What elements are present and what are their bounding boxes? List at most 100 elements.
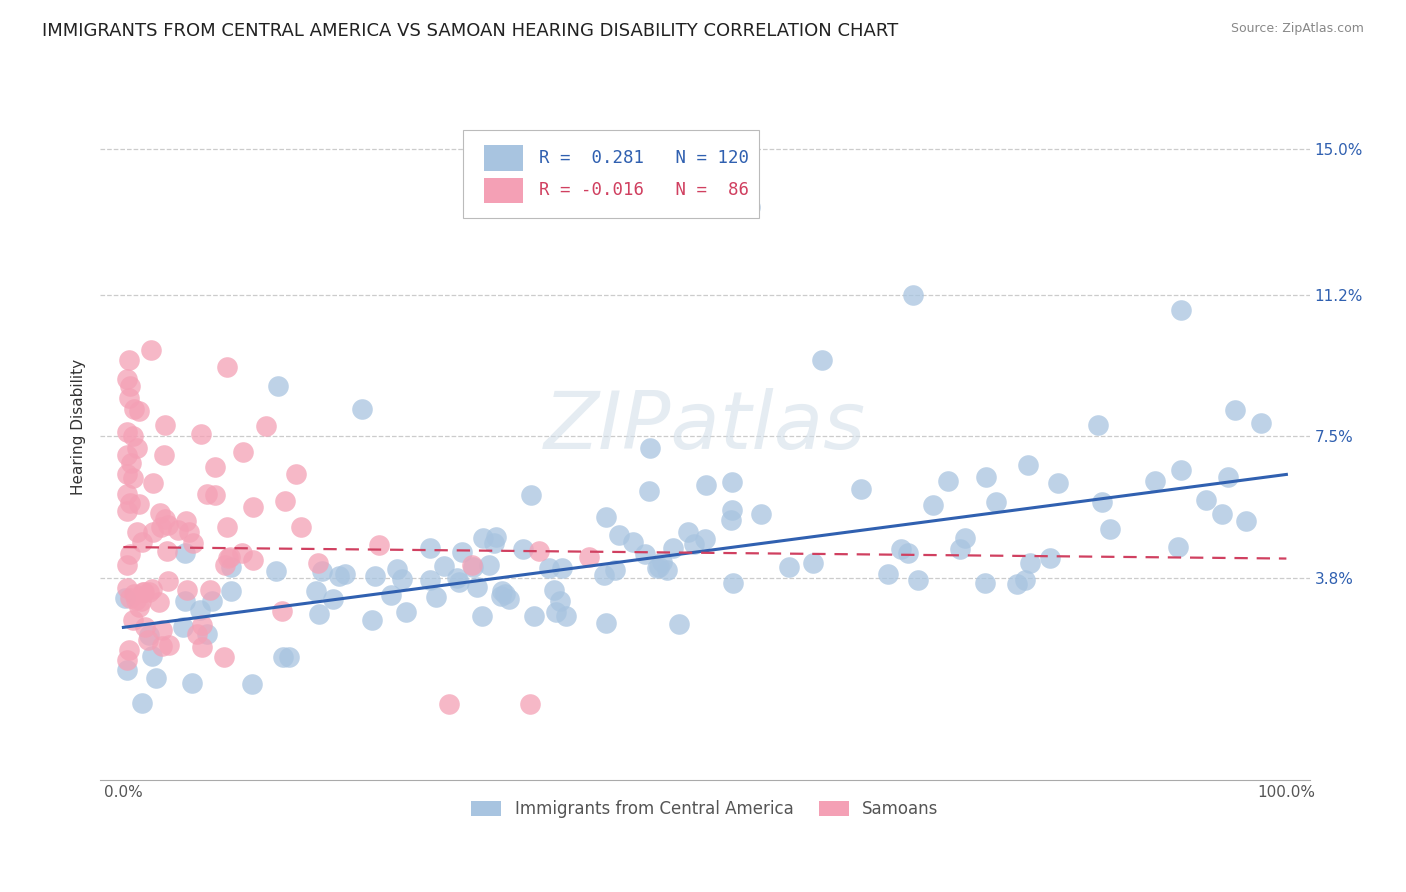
Point — [1144, 474, 1167, 488]
Point — [186, 627, 208, 641]
Point — [491, 584, 513, 599]
Point — [138, 628, 160, 642]
Point — [132, 584, 155, 599]
Point — [120, 547, 142, 561]
Point — [633, 547, 655, 561]
Point — [150, 640, 173, 654]
Point — [446, 571, 468, 585]
Point — [115, 664, 138, 678]
Point — [953, 532, 976, 546]
Point — [138, 585, 160, 599]
Point — [201, 593, 224, 607]
Point — [974, 575, 997, 590]
Point — [437, 697, 460, 711]
Point — [122, 587, 145, 601]
Point — [129, 594, 152, 608]
Point — [849, 482, 872, 496]
Point — [134, 620, 156, 634]
Point — [127, 524, 149, 539]
Point — [115, 581, 138, 595]
Point — [333, 566, 356, 581]
Text: R =  0.281   N = 120: R = 0.281 N = 120 — [538, 149, 749, 167]
Point — [242, 500, 264, 515]
Point — [527, 543, 550, 558]
Point — [485, 530, 508, 544]
Point — [307, 556, 329, 570]
Point — [139, 343, 162, 358]
Point — [150, 519, 173, 533]
Text: IMMIGRANTS FROM CENTRAL AMERICA VS SAMOAN HEARING DISABILITY CORRELATION CHART: IMMIGRANTS FROM CENTRAL AMERICA VS SAMOA… — [42, 22, 898, 40]
Point — [264, 564, 287, 578]
Point — [498, 592, 520, 607]
Point — [278, 649, 301, 664]
Point — [167, 523, 190, 537]
Point — [1099, 522, 1122, 536]
Point — [907, 573, 929, 587]
Point — [683, 537, 706, 551]
Point — [512, 542, 534, 557]
Point — [720, 512, 742, 526]
Point — [661, 541, 683, 555]
Point — [721, 503, 744, 517]
Point — [115, 372, 138, 386]
Point — [1047, 475, 1070, 490]
FancyBboxPatch shape — [484, 178, 523, 203]
Point — [157, 517, 180, 532]
Point — [328, 569, 350, 583]
Point — [195, 486, 218, 500]
Point — [1170, 303, 1192, 318]
Point — [638, 441, 661, 455]
Point — [240, 676, 263, 690]
Point — [121, 429, 143, 443]
Point — [592, 568, 614, 582]
Point — [290, 519, 312, 533]
Point — [360, 613, 382, 627]
Point — [471, 531, 494, 545]
Point — [118, 643, 141, 657]
Point — [523, 609, 546, 624]
Point — [142, 524, 165, 539]
Point — [115, 487, 138, 501]
Point — [188, 603, 211, 617]
Point — [695, 478, 717, 492]
FancyBboxPatch shape — [484, 145, 523, 170]
Point — [115, 448, 138, 462]
Point — [217, 551, 239, 566]
Point — [1211, 507, 1233, 521]
Point — [115, 558, 138, 572]
Point — [738, 200, 761, 214]
Point — [204, 488, 226, 502]
Point — [482, 535, 505, 549]
Point — [543, 583, 565, 598]
Point — [494, 587, 516, 601]
Point — [1195, 492, 1218, 507]
Point — [181, 535, 204, 549]
Point — [214, 558, 236, 572]
Point — [153, 448, 176, 462]
Point — [149, 506, 172, 520]
Point — [984, 495, 1007, 509]
Point — [461, 559, 484, 574]
Point — [153, 511, 176, 525]
Point — [136, 633, 159, 648]
Legend: Immigrants from Central America, Samoans: Immigrants from Central America, Samoans — [465, 794, 945, 825]
Point — [311, 564, 333, 578]
Point — [157, 638, 180, 652]
Point — [132, 585, 155, 599]
Point — [308, 607, 330, 621]
Point — [537, 561, 560, 575]
Point — [1091, 495, 1114, 509]
Point — [477, 558, 499, 572]
Point — [174, 514, 197, 528]
Point — [219, 560, 242, 574]
Point — [778, 560, 800, 574]
Point — [1014, 573, 1036, 587]
Point — [190, 426, 212, 441]
Point — [122, 614, 145, 628]
FancyBboxPatch shape — [463, 129, 759, 218]
Point — [678, 524, 700, 539]
Point — [271, 650, 294, 665]
Text: Source: ZipAtlas.com: Source: ZipAtlas.com — [1230, 22, 1364, 36]
Point — [749, 507, 772, 521]
Point — [1007, 577, 1029, 591]
